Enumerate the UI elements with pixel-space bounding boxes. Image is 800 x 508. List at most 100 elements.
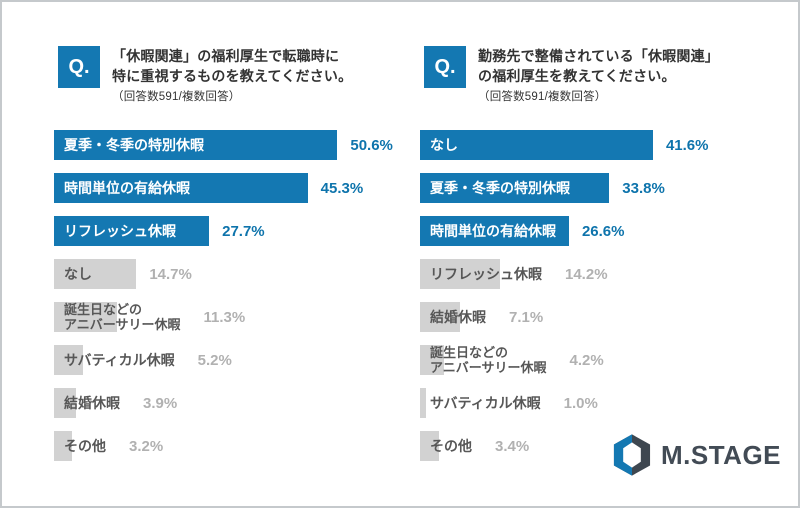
bar-block: その他 [420, 431, 482, 461]
bar-block: なし [54, 259, 137, 289]
bar-label: 夏季・冬季の特別休暇 [430, 179, 570, 196]
bar [420, 259, 500, 289]
bar-value: 33.8% [622, 179, 665, 197]
bar-row: 夏季・冬季の特別休暇 50.6% [54, 130, 419, 160]
bar-value: 41.6% [665, 136, 709, 154]
bar-value: 3.9% [143, 394, 178, 412]
bar-label: 誕生日などの アニバーサリー休暇 [430, 345, 547, 375]
bar-list-right: なし 41.6% 夏季・冬季の特別休暇 33.8% 時間単位の有給休暇 26.6% リフレッ… [420, 130, 785, 461]
bar-value: 26.6% [581, 222, 625, 240]
bar-label: 時間単位の有給休暇 [64, 179, 190, 196]
bar-value: 11.3% [203, 308, 246, 326]
bar [420, 302, 460, 332]
bar-block: 結婚休暇 [420, 302, 496, 332]
question-badge: Q. [424, 46, 466, 88]
question-title-line2: の福利厚生を教えてください。 [478, 68, 676, 84]
bar-block: 夏季・冬季の特別休暇 [54, 130, 338, 160]
bar-row: その他 3.4% [420, 431, 785, 461]
mstage-logo: M.STAGE [611, 433, 781, 477]
bar-block: 夏季・冬季の特別休暇 [420, 173, 610, 203]
bar-label: リフレッシュ休暇 [430, 265, 542, 282]
bar-row: サバティカル休暇 5.2% [54, 345, 419, 375]
bar-value: 3.4% [495, 437, 530, 455]
bar-block: 時間単位の有給休暇 [54, 173, 308, 203]
bar [420, 388, 426, 418]
bar-value: 3.2% [129, 437, 164, 455]
bar-label: 誕生日などの アニバーサリー休暇 [64, 302, 181, 332]
bar-block: 誕生日などの アニバーサリー休暇 [420, 345, 556, 375]
bar [54, 130, 338, 160]
bar-value: 1.0% [563, 394, 598, 412]
bar-label: 結婚休暇 [430, 308, 486, 325]
bar-label: その他 [64, 437, 106, 454]
bar [420, 216, 569, 246]
bar-block: その他 [54, 431, 116, 461]
bar-value: 7.1% [509, 308, 544, 326]
bar [54, 431, 72, 461]
bar-list-left: 夏季・冬季の特別休暇 50.6% 時間単位の有給休暇 45.3% リフレッシュ休暇 27.… [54, 130, 419, 461]
question-header-left: Q. 「休暇関連」の福利厚生で転職時に 特に重視するものを教えてください。 （回… [58, 46, 419, 104]
bar-value: 50.6% [350, 136, 393, 154]
bar-row: なし 14.7% [54, 259, 419, 289]
chart-right: Q. 勤務先で整備されている「休暇関連」 の福利厚生を教えてください。 （回答数… [420, 46, 785, 474]
question-title-line1: 「休暇関連」の福利厚生で転職時に [112, 48, 340, 64]
bar-row: サバティカル休暇 1.0% [420, 388, 785, 418]
question-note: （回答数591/複数回答） [112, 91, 241, 103]
question-header-right: Q. 勤務先で整備されている「休暇関連」 の福利厚生を教えてください。 （回答数… [424, 46, 785, 104]
bar-value: 45.3% [320, 179, 364, 197]
question-title-line2: 特に重視するものを教えてください。 [112, 68, 353, 84]
bar-block: サバティカル休暇 [54, 345, 185, 375]
question-note: （回答数591/複数回答） [478, 91, 607, 103]
mstage-logo-text: M.STAGE [661, 439, 782, 470]
bar-row: なし 41.6% [420, 130, 785, 160]
bar-block: 誕生日などの アニバーサリー休暇 [54, 302, 190, 332]
bar-row: 時間単位の有給休暇 45.3% [54, 173, 419, 203]
bar-label: 夏季・冬季の特別休暇 [64, 136, 204, 153]
bar [420, 130, 653, 160]
bar-row: その他 3.2% [54, 431, 419, 461]
chart-left: Q. 「休暇関連」の福利厚生で転職時に 特に重視するものを教えてください。 （回… [54, 46, 419, 474]
bar-value: 4.2% [569, 351, 604, 369]
bar-row: 誕生日などの アニバーサリー休暇 11.3% [54, 302, 419, 332]
bar-block: リフレッシュ休暇 [54, 216, 210, 246]
question-text-block: 勤務先で整備されている「休暇関連」 の福利厚生を教えてください。 （回答数591… [478, 46, 719, 104]
question-text-block: 「休暇関連」の福利厚生で転職時に 特に重視するものを教えてください。 （回答数5… [112, 46, 352, 104]
bar-label: サバティカル休暇 [64, 351, 175, 368]
bar-label: リフレッシュ休暇 [64, 222, 176, 239]
bar [54, 259, 137, 289]
bar-label: その他 [430, 437, 472, 454]
bar [54, 173, 308, 203]
question-title-line1: 勤務先で整備されている「休暇関連」 [478, 48, 719, 64]
bar [420, 173, 610, 203]
bar-label: 結婚休暇 [64, 394, 120, 411]
bar-block: サバティカル休暇 [420, 388, 551, 418]
bar-row: リフレッシュ休暇 27.7% [54, 216, 419, 246]
bar-block: 結婚休暇 [54, 388, 130, 418]
bar-block: 時間単位の有給休暇 [420, 216, 569, 246]
bar-value: 27.7% [222, 222, 265, 240]
bar [420, 345, 444, 375]
bar-block: リフレッシュ休暇 [420, 259, 552, 289]
bar-label: なし [64, 265, 92, 282]
bar [420, 431, 440, 461]
bar-block: なし [420, 130, 653, 160]
bar-row: 時間単位の有給休暇 26.6% [420, 216, 785, 246]
bar-label: 時間単位の有給休暇 [430, 222, 556, 239]
bar-row: 結婚休暇 7.1% [420, 302, 785, 332]
bar [54, 388, 76, 418]
question-badge: Q. [58, 46, 100, 88]
bar-label: なし [430, 136, 458, 153]
bar [54, 216, 210, 246]
bar-value: 14.2% [565, 265, 608, 283]
bar-value: 5.2% [197, 351, 232, 369]
bar-row: 結婚休暇 3.9% [54, 388, 419, 418]
mstage-logo-icon [613, 434, 651, 476]
bar [54, 302, 118, 332]
bar-value: 14.7% [149, 265, 192, 283]
bar-label: サバティカル休暇 [430, 394, 541, 411]
bar [54, 345, 84, 375]
bar-row: 誕生日などの アニバーサリー休暇 4.2% [420, 345, 785, 375]
bar-row: 夏季・冬季の特別休暇 33.8% [420, 173, 785, 203]
bar-row: リフレッシュ休暇 14.2% [420, 259, 785, 289]
